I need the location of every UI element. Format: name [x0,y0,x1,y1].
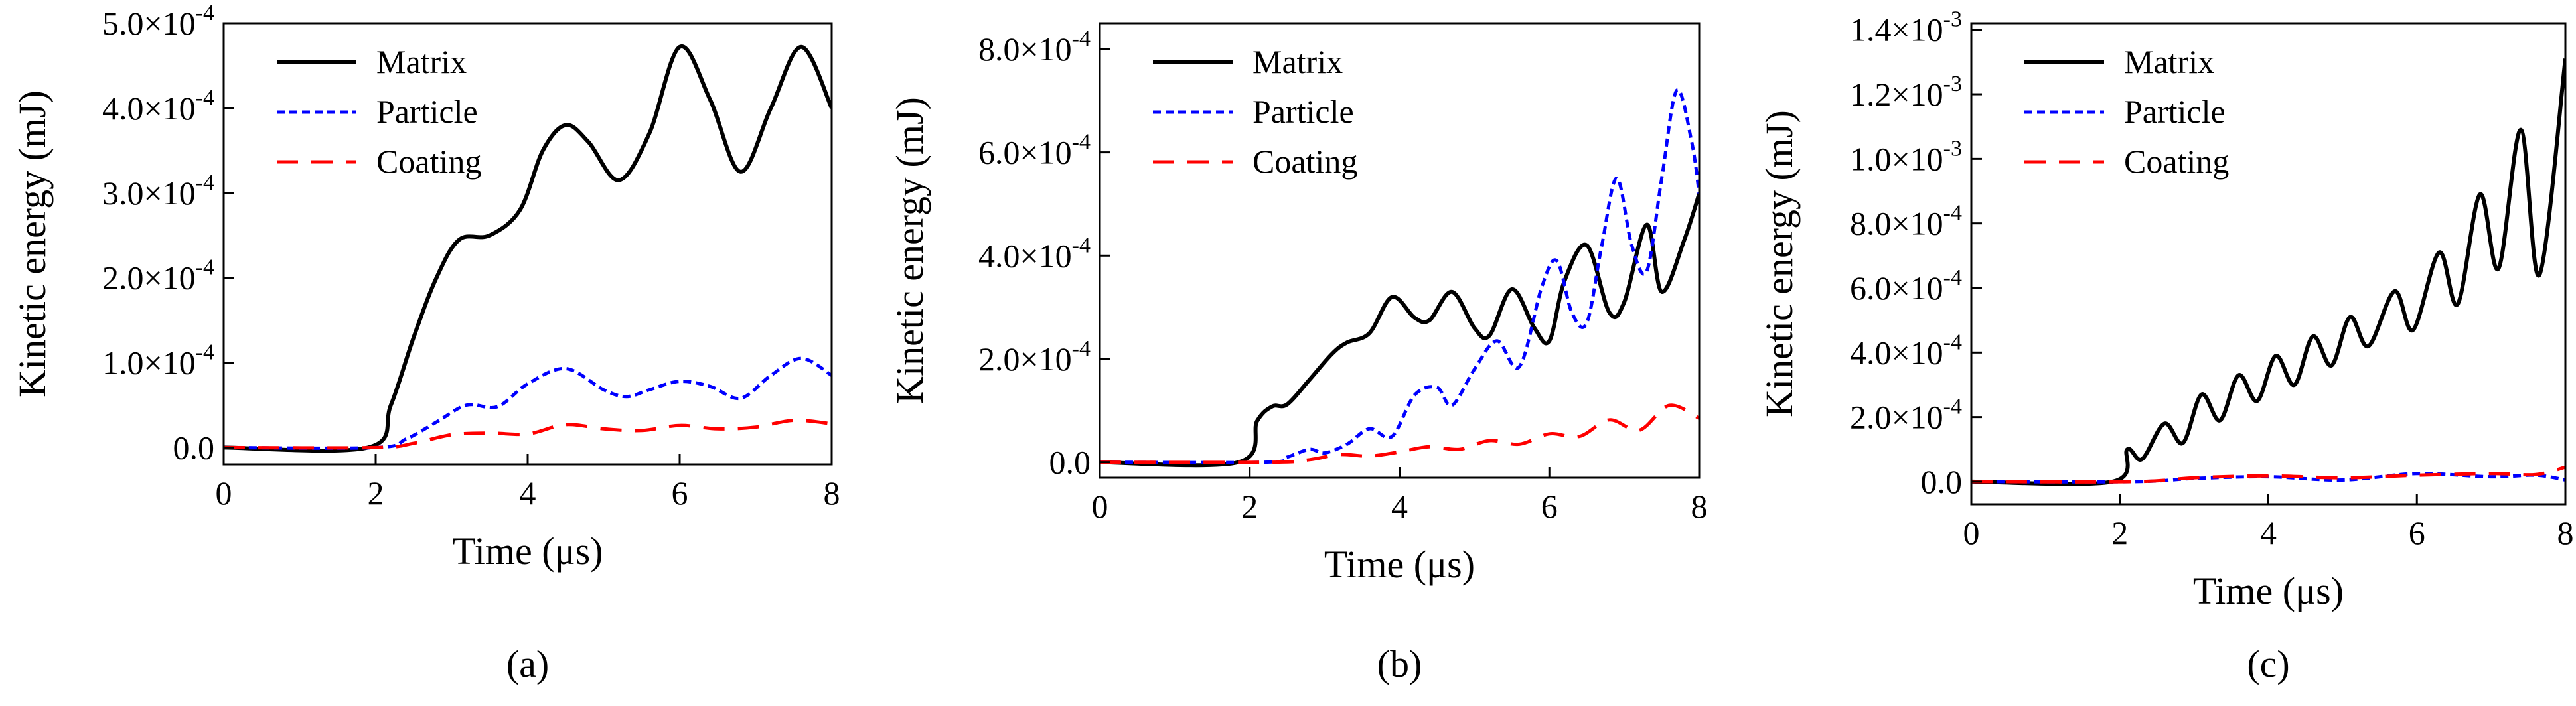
series-line-particle [1971,472,2565,484]
x-tick-label: 4 [2260,514,2277,551]
y-tick-label: 4.0×10-4 [102,86,214,127]
x-tick-label: 4 [520,474,536,512]
series-line-coating [224,418,832,450]
y-tick-label: 0.0 [173,429,215,466]
panel-c: 0 2 4 6 8 0.0 2.0×10-4 4.0×10-4 6.0×10-4 8.0×10-4… [1758,7,2574,685]
plot-frame [222,22,833,466]
x-tick-label: 2 [368,474,384,512]
x-tick-label: 8 [2557,514,2574,551]
legend-label-coating: Coating [376,143,481,180]
y-tick-label: 2.0×10-4 [102,255,214,297]
x-tick-label: 8 [824,474,840,512]
y-tick-label: 1.0×10-3 [1850,136,1962,177]
legend-label-particle: Particle [376,93,478,130]
legend-label-matrix: Matrix [376,43,467,80]
series-line-coating [1971,465,2565,484]
panel-caption: (c) [2247,642,2289,685]
series-line-matrix [1971,58,2565,486]
x-tick-label: 0 [1963,514,1980,551]
panel-caption: (a) [506,642,549,685]
x-tick-label: 2 [2111,514,2128,551]
y-tick-label: 5.0×10-4 [102,1,214,42]
x-tick-label: 6 [2409,514,2425,551]
y-axis-label: Kinetic energy (mJ) [1758,110,1801,417]
series-line-particle [224,356,832,450]
x-axis-label: Time (μs) [1324,543,1475,586]
x-axis-label: Time (μs) [2193,569,2344,612]
legend-label-particle: Particle [2124,93,2226,130]
x-tick-label: 6 [1541,488,1558,525]
x-tick-label: 4 [1391,488,1408,525]
legend-label-matrix: Matrix [1252,43,1343,80]
legend-label-coating: Coating [1252,143,1357,180]
plot-frame [1970,22,2567,506]
y-tick-label: 0.0 [1049,444,1091,481]
x-axis-label: Time (μs) [452,530,603,573]
y-tick-label: 8.0×10-4 [1850,201,1962,242]
y-tick-label: 4.0×10-4 [978,233,1091,274]
panel-caption: (b) [1377,642,1422,685]
y-tick-label: 8.0×10-4 [978,27,1091,68]
legend-label-matrix: Matrix [2124,43,2214,80]
series-line-matrix [1100,192,1699,468]
y-axis-label: Kinetic energy (mJ) [11,90,54,397]
plot-frame [1099,22,1701,479]
y-tick-label: 6.0×10-4 [1850,265,1962,307]
series-line-coating [1100,403,1699,464]
panel-b: 0 2 4 6 8 0.0 2.0×10-4 4.0×10-4 6.0×10-4 8.0×10-4… [888,22,1708,685]
legend-label-particle: Particle [1252,93,1354,130]
y-tick-label: 1.2×10-3 [1850,72,1962,113]
y-tick-label: 1.4×10-3 [1850,7,1962,48]
x-tick-label: 8 [1691,488,1708,525]
panel-a: 0 2 4 6 8 0.0 1.0×10-4 2.0×10-4 3.0×10-4 4.0×10-4… [11,1,840,685]
y-tick-label: 1.0×10-4 [102,340,214,382]
y-tick-label: 3.0×10-4 [102,171,214,212]
x-tick-label: 0 [216,474,232,512]
x-tick-label: 6 [672,474,688,512]
x-tick-label: 0 [1092,488,1108,525]
legend-label-coating: Coating [2124,143,2229,180]
y-tick-label: 2.0×10-4 [978,336,1091,378]
x-tick-label: 2 [1241,488,1258,525]
y-tick-label: 4.0×10-4 [1850,330,1962,371]
y-axis-label: Kinetic energy (mJ) [888,97,931,404]
y-tick-label: 2.0×10-4 [1850,395,1962,436]
series-line-particle [1100,88,1699,464]
y-tick-label: 0.0 [1921,463,1963,500]
y-tick-label: 6.0×10-4 [978,130,1091,171]
series-line-matrix [224,44,832,453]
